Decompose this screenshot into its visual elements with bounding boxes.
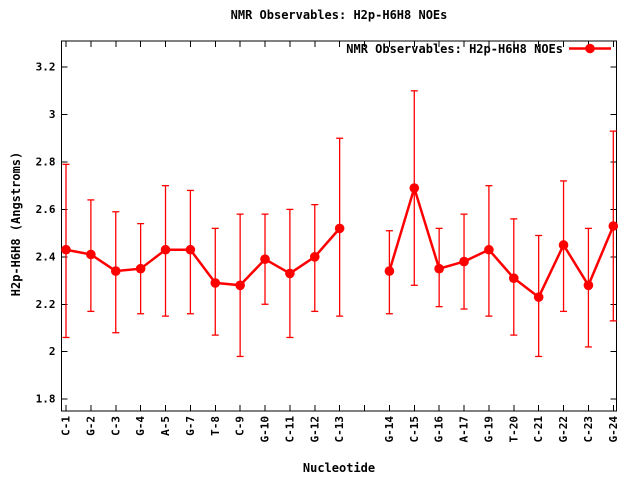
data-point-marker (309, 252, 320, 262)
data-point-marker (459, 256, 469, 267)
x-tick-label: C-3 (109, 416, 122, 436)
data-point-marker (558, 240, 569, 250)
legend: NMR Observables: H2p-H6H8 NOEs (346, 41, 612, 56)
data-point-marker (160, 244, 171, 255)
x-tick-label: A-5 (159, 416, 172, 436)
data-point-marker (434, 263, 444, 274)
x-tick-label: G-7 (184, 416, 197, 436)
data-point-marker (135, 263, 146, 274)
x-tick-label: C-23 (582, 416, 595, 443)
data-point-marker (235, 280, 245, 291)
y-tick-label: 3.2 (36, 61, 56, 74)
legend-marker-icon (585, 43, 595, 54)
series-line-strand-2 (388, 186, 615, 299)
y-tick-label: 2.2 (36, 298, 56, 311)
series-line-strand-1 (65, 227, 341, 287)
data-point-marker (285, 268, 295, 279)
y-tick-label: 2.6 (36, 203, 56, 216)
data-point-marker (409, 183, 420, 193)
x-tick-label: T-8 (209, 416, 222, 436)
x-tick-label: G-19 (482, 416, 495, 443)
x-tick-label: C-11 (283, 416, 296, 443)
x-tick-label: G-2 (84, 416, 97, 436)
x-tick-label: G-16 (433, 416, 446, 443)
x-tick-label: A-17 (458, 416, 471, 443)
data-point-marker (608, 221, 619, 231)
x-tick-label: G-14 (383, 416, 396, 443)
y-tick-label: 2.4 (36, 250, 56, 263)
data-point-marker (61, 244, 71, 255)
x-tick-label: G-24 (607, 416, 620, 443)
chart-title: NMR Observables: H2p-H6H8 NOEs (230, 8, 448, 22)
y-tick-label: 1.8 (36, 393, 56, 406)
data-point-marker (260, 254, 270, 265)
x-tick-label: T-20 (507, 416, 520, 443)
x-tick-label: G-12 (308, 416, 321, 443)
data-point-marker (484, 244, 494, 255)
x-tick-label: G-10 (259, 416, 272, 443)
data-point-marker (533, 292, 544, 302)
data-point-marker (86, 249, 96, 260)
x-tick-label: C-15 (408, 416, 421, 443)
y-tick-label: 2 (49, 345, 56, 358)
data-point-marker (384, 266, 395, 276)
data-point-marker (110, 266, 121, 276)
x-axis-title: Nucleotide (302, 461, 376, 475)
x-tick-label: C-1 (60, 416, 73, 436)
legend-line-sample (569, 43, 611, 54)
y-tick-label: 2.8 (36, 155, 56, 168)
y-tick-label: 3 (49, 108, 56, 121)
data-point-marker (583, 280, 594, 291)
data-point-marker (185, 244, 196, 255)
data-point-marker (210, 278, 221, 288)
x-tick-label: C-13 (333, 416, 346, 443)
data-point-marker (508, 273, 519, 283)
data-point-marker (334, 223, 345, 234)
legend-label: NMR Observables: H2p-H6H8 NOEs (346, 41, 563, 56)
x-tick-label: C-21 (532, 416, 545, 443)
x-tick-label: C-9 (234, 416, 247, 436)
x-tick-label: G-22 (557, 416, 570, 443)
x-tick-label: G-4 (134, 416, 147, 436)
